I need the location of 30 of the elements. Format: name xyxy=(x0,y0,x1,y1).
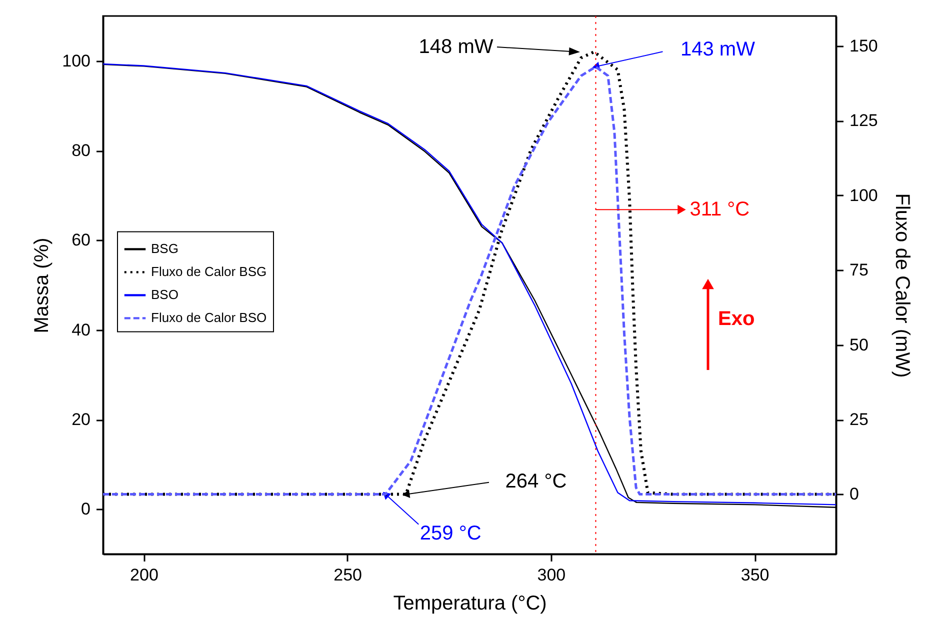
y-tick-label: 100 xyxy=(62,51,90,70)
x-tick-label: 350 xyxy=(740,566,770,584)
x-tick-label: 300 xyxy=(537,566,566,584)
y-tick-label: 20 xyxy=(72,410,90,429)
y2-tick-label: 150 xyxy=(850,36,878,56)
annotation: 148 mW xyxy=(418,36,494,58)
y2-tick-label: 25 xyxy=(850,410,868,429)
y-tick-label: 0 xyxy=(81,500,90,519)
y2-tick-label: 125 xyxy=(850,111,878,130)
x-tick-label: 200 xyxy=(130,566,158,584)
y2-tick-label: 100 xyxy=(850,186,878,205)
legend-label: BSO xyxy=(151,287,178,302)
annotation: 259 °C xyxy=(420,522,482,544)
ref-line-label: 311 °C xyxy=(690,198,750,221)
y-axis-title: Massa (%) xyxy=(31,238,54,334)
annotation: 143 mW xyxy=(680,38,756,61)
x-axis-title: Temperatura (°C) xyxy=(393,592,547,614)
y2-axis-title: Fluxo de Calor (mW) xyxy=(890,193,913,378)
x-tick-label: 250 xyxy=(334,566,362,584)
legend-label: Fluxo de Calor BSO xyxy=(151,310,267,326)
y2-tick-label: 0 xyxy=(850,484,859,504)
legend-label: BSG xyxy=(151,241,178,256)
annotation: Exo xyxy=(718,308,755,330)
y-tick-label: 40 xyxy=(72,320,90,340)
y-tick-label: 80 xyxy=(72,141,90,160)
y2-tick-label: 75 xyxy=(850,260,868,280)
y2-tick-label: 50 xyxy=(850,335,868,354)
legend-label: Fluxo de Calor BSG xyxy=(151,264,267,280)
annotation: 264 °C xyxy=(505,470,567,492)
y-tick-label: 60 xyxy=(72,230,90,250)
